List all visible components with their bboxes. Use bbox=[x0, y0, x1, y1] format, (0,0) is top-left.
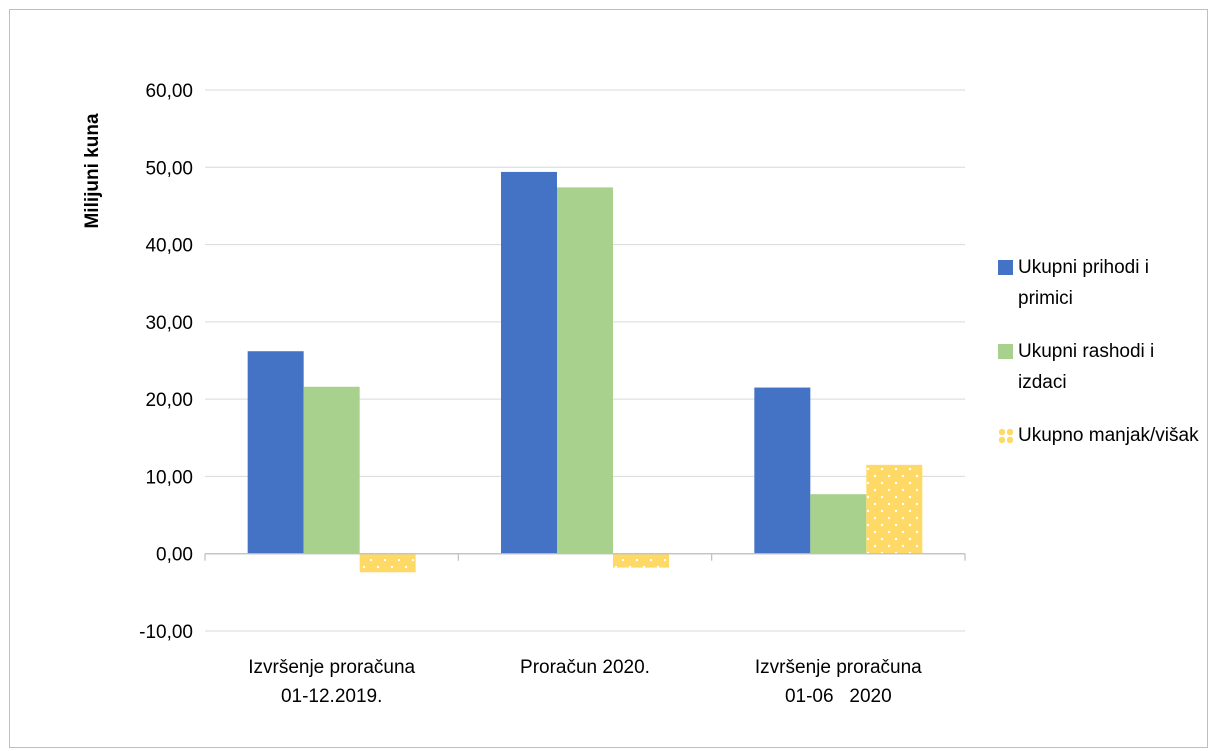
x-tick-label: Proračun 2020. bbox=[520, 657, 650, 678]
legend-swatch bbox=[998, 344, 1013, 359]
y-tick-label: 10,00 bbox=[145, 467, 193, 488]
x-tick-label: Izvršenje proračuna bbox=[755, 657, 922, 678]
legend-label: Ukupno manjak/višak bbox=[1018, 425, 1199, 446]
y-tick-label: 50,00 bbox=[145, 158, 193, 179]
bar bbox=[557, 187, 613, 554]
bar bbox=[303, 386, 360, 554]
legend-item: Ukupno manjak/višak bbox=[996, 420, 1206, 451]
legend-label: Ukupni rashodi i izdaci bbox=[1018, 341, 1155, 393]
bar bbox=[247, 351, 304, 554]
bar bbox=[501, 171, 557, 554]
legend-label: Ukupni prihodi i primici bbox=[1018, 257, 1149, 309]
chart-legend: Ukupni prihodi i primici Ukupni rashodi i… bbox=[996, 252, 1206, 473]
y-tick-label: 30,00 bbox=[145, 313, 193, 334]
bar bbox=[359, 553, 416, 573]
legend-swatch bbox=[998, 260, 1013, 275]
y-tick-label: 40,00 bbox=[145, 236, 193, 257]
bar bbox=[613, 553, 669, 568]
y-tick-label: -10,00 bbox=[139, 622, 193, 643]
legend-swatch bbox=[998, 428, 1013, 443]
x-tick-label: 01-12.2019. bbox=[281, 686, 382, 707]
y-axis-title: Milijuni kuna bbox=[82, 113, 103, 228]
y-tick-label: 60,00 bbox=[145, 81, 193, 102]
legend-item: Ukupni prihodi i primici bbox=[996, 252, 1206, 314]
x-tick-label: 01-06 2020 bbox=[785, 686, 892, 707]
bar bbox=[866, 464, 923, 554]
y-tick-label: 20,00 bbox=[145, 390, 193, 411]
bar bbox=[754, 387, 811, 554]
legend-item: Ukupni rashodi i izdaci bbox=[996, 336, 1206, 398]
x-tick-label: Izvršenje proračuna bbox=[248, 657, 415, 678]
y-tick-label: 0,00 bbox=[156, 545, 193, 566]
bar bbox=[810, 494, 867, 554]
